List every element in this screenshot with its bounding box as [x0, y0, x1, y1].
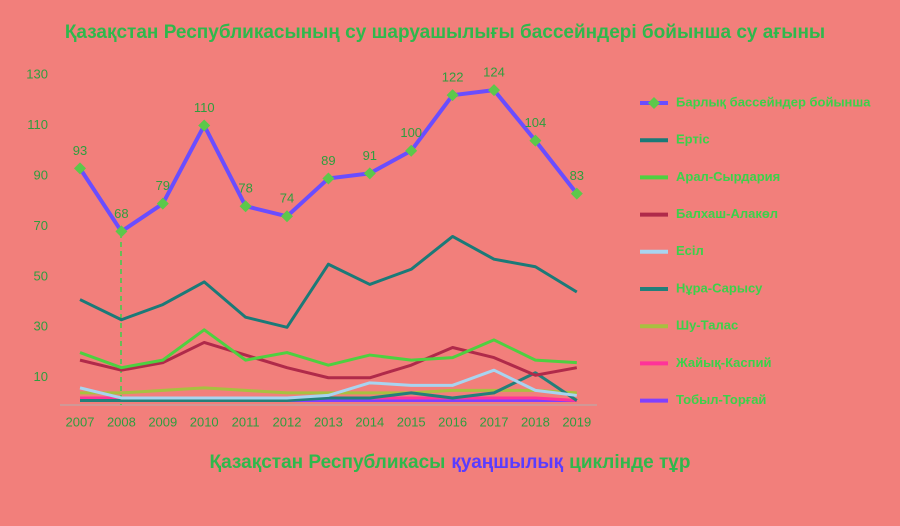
legend-label: Шу-Талас	[676, 318, 738, 333]
data-label: 91	[363, 148, 377, 163]
footer-highlight: қуаңшылық	[451, 452, 564, 473]
data-point	[198, 119, 211, 132]
y-tick-label: 130	[26, 66, 48, 81]
chart-title: Қазақстан Республикасының су шаруашылығы…	[65, 22, 825, 43]
series-line	[80, 386, 577, 395]
data-point	[363, 167, 376, 180]
data-label: 78	[238, 181, 252, 196]
data-point	[239, 200, 252, 213]
footer-text: циклінде тұр	[569, 452, 691, 473]
footer: Қазақстан Республикасы қуаңшылық циклінде …	[0, 452, 900, 474]
legend-label: Жайық-Каспий	[675, 355, 771, 370]
data-label: 122	[442, 70, 464, 85]
footer-text: Қазақстан Республикасы	[209, 452, 446, 473]
x-tick-label: 2007	[66, 414, 95, 429]
y-tick-label: 10	[34, 369, 48, 384]
x-tick-label: 2018	[521, 414, 550, 429]
data-point	[115, 225, 128, 238]
data-point	[156, 197, 169, 210]
data-label: 104	[525, 115, 547, 130]
data-label: 89	[321, 153, 335, 168]
x-tick-label: 2009	[148, 414, 177, 429]
data-label: 93	[73, 143, 87, 158]
legend-label: Есіл	[676, 243, 704, 258]
x-tick-label: 2012	[273, 414, 302, 429]
legend-label: Балхаш-Алакөл	[676, 206, 778, 221]
data-label: 110	[194, 100, 215, 115]
data-point	[446, 89, 459, 102]
legend-label: Барлық бассейндер бойынша	[676, 94, 871, 109]
data-point	[529, 134, 542, 147]
x-tick-label: 2017	[480, 414, 509, 429]
x-tick-label: 2010	[190, 414, 219, 429]
x-tick-label: 2013	[314, 414, 343, 429]
data-label: 74	[280, 191, 294, 206]
data-point	[322, 172, 335, 185]
x-tick-label: 2014	[355, 414, 384, 429]
legend-marker	[648, 97, 660, 109]
data-point	[74, 162, 86, 175]
series-line	[79, 340, 578, 380]
data-point	[570, 187, 583, 200]
x-tick-label: 2015	[397, 414, 426, 429]
x-tick-label: 2011	[232, 414, 260, 429]
data-label: 124	[483, 65, 505, 80]
x-tick-label: 2016	[438, 414, 467, 429]
y-tick-label: 90	[34, 167, 48, 182]
series-line	[79, 328, 577, 370]
y-tick-label: 70	[34, 218, 48, 233]
data-point	[488, 84, 500, 97]
x-tick-label: 2019	[562, 414, 591, 429]
data-point	[405, 144, 418, 157]
data-label: 83	[570, 168, 584, 183]
series-line	[79, 234, 578, 329]
legend-label: Арал-Сырдария	[676, 169, 780, 184]
series-line	[80, 371, 578, 402]
series-line	[79, 368, 577, 400]
x-tick-label: 2008	[107, 414, 136, 429]
y-tick-label: 110	[27, 117, 48, 132]
data-point	[281, 210, 293, 223]
data-label: 68	[114, 206, 128, 221]
y-tick-label: 50	[34, 268, 48, 283]
data-label: 79	[156, 178, 170, 193]
y-tick-label: 30	[34, 319, 48, 334]
legend-label: Нұра-Сарысу	[676, 280, 763, 295]
legend-label: Ертіс	[676, 132, 710, 147]
legend-label: Тобыл-Торғай	[676, 392, 766, 407]
data-label: 100	[400, 125, 422, 140]
